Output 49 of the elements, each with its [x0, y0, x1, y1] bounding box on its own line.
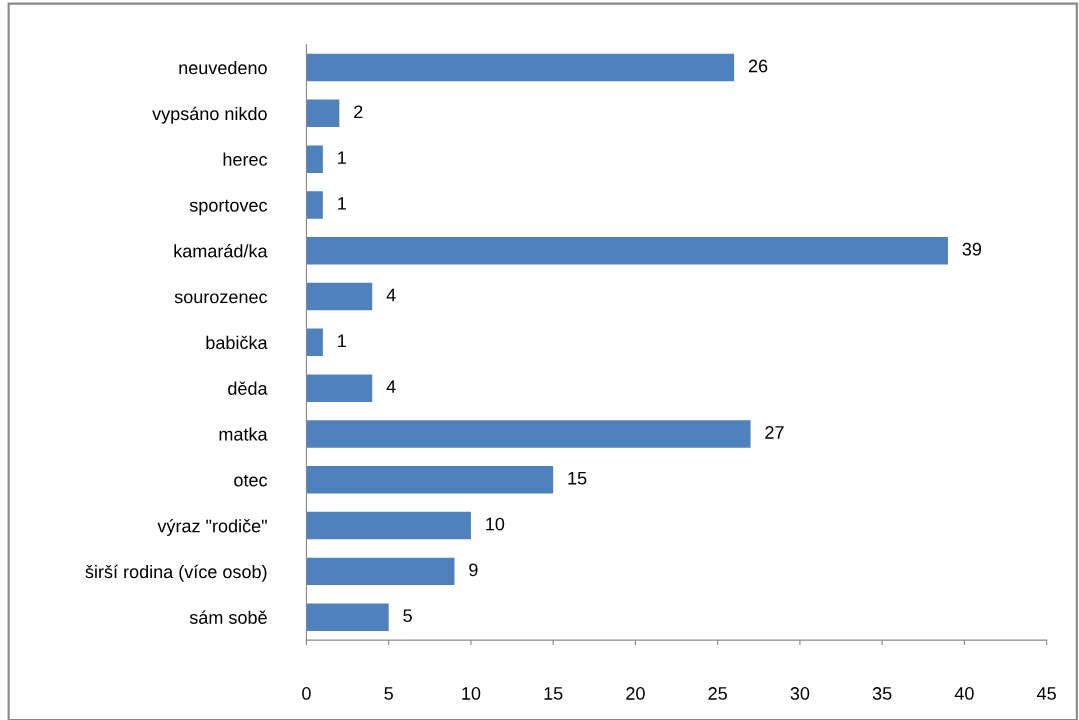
- data-label: 10: [486, 517, 505, 531]
- data-label: 4: [386, 288, 396, 302]
- data-label: 9: [469, 563, 478, 577]
- y-tick-label: sám sobě: [189, 610, 267, 624]
- data-label: 1: [338, 197, 346, 210]
- bar: [306, 191, 323, 219]
- x-tick-label: 35: [872, 687, 892, 700]
- bar: [306, 420, 751, 448]
- bar: [306, 53, 735, 82]
- bar: [306, 603, 389, 631]
- data-label: 2: [354, 105, 363, 119]
- x-tick-label: 15: [544, 687, 563, 700]
- data-label: 4: [386, 380, 396, 393]
- x-tick-label: 0: [302, 687, 311, 700]
- y-tick-label: výraz "rodiče": [157, 518, 267, 536]
- y-tick-label: matka: [219, 427, 268, 441]
- x-tick-label: 20: [626, 687, 645, 700]
- bar: [306, 282, 373, 311]
- y-tick-label: kamarád/ka: [174, 244, 268, 258]
- bar: [306, 557, 455, 586]
- y-tick-label: sportovec: [189, 199, 268, 216]
- x-tick-label: 5: [384, 687, 393, 700]
- bar: [306, 511, 471, 540]
- y-tick-label: širší rodina (více osob): [85, 564, 267, 582]
- data-label: 1: [338, 334, 346, 348]
- y-tick-label: otec: [234, 474, 268, 487]
- bar: [306, 145, 323, 173]
- bar: [306, 374, 373, 402]
- x-tick-label: 45: [1037, 687, 1056, 700]
- bar: [306, 328, 323, 357]
- data-label: 15: [568, 472, 587, 485]
- data-label: 27: [765, 426, 784, 439]
- data-label: 1: [338, 151, 346, 164]
- y-tick-label: herec: [223, 152, 268, 166]
- bar: [306, 99, 340, 128]
- bar: [306, 466, 554, 494]
- data-label: 26: [748, 59, 768, 73]
- y-tick-label: babička: [206, 335, 268, 350]
- x-tick-label: 25: [708, 687, 727, 700]
- x-tick-label: 30: [790, 687, 810, 700]
- x-tick-label: 40: [954, 687, 974, 700]
- x-tick-label: 10: [462, 687, 481, 700]
- data-label: 5: [403, 609, 412, 623]
- y-tick-label: neuvedeno: [179, 61, 267, 75]
- y-tick-label: sourozenec: [174, 293, 268, 304]
- bar: [306, 237, 948, 265]
- y-tick-label: děda: [228, 381, 268, 395]
- y-tick-label: vypsáno nikdo: [152, 106, 267, 124]
- data-label: 39: [962, 242, 982, 256]
